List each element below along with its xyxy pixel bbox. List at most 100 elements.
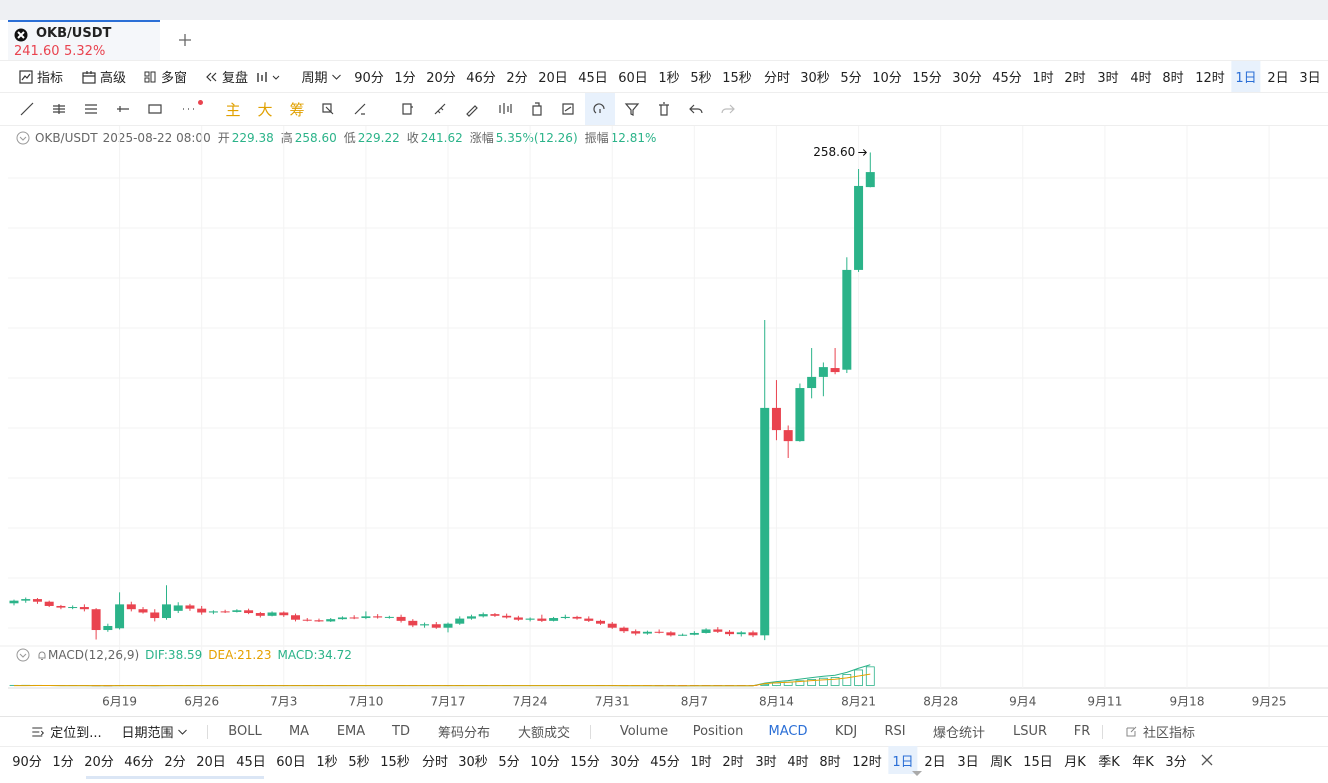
period-button[interactable]: 1秒 [658,71,680,86]
period-button[interactable]: 2时 [722,754,744,770]
period-button[interactable]: 月K [1064,754,1086,770]
period-button[interactable]: 20日 [196,754,226,770]
advanced-button[interactable]: 高级 [78,61,130,92]
period-button[interactable]: 5秒 [690,71,712,86]
period-button[interactable]: 20日 [538,71,568,86]
magnet-tool[interactable] [585,93,615,125]
note-tool[interactable] [553,93,583,125]
delete-tool[interactable] [649,93,679,125]
period-button[interactable]: 45分 [650,754,680,770]
period-button[interactable]: 2分 [506,71,528,86]
period-button[interactable]: 45分 [992,71,1022,86]
period-button[interactable]: 3日 [1299,71,1321,86]
period-button[interactable]: 季K [1098,754,1120,770]
indicators-button[interactable]: 指标 [15,61,67,92]
line-tool[interactable] [12,93,42,125]
period-button[interactable]: 4时 [1130,71,1152,86]
period-button[interactable]: 年K [1132,754,1154,770]
period-button[interactable]: 15秒 [380,754,410,770]
period-button[interactable]: 60日 [276,754,306,770]
tab[interactable]: OKB/USDT 241.60 5.32% [8,20,160,60]
multi-window-button[interactable]: 多窗 [139,61,191,92]
period-button[interactable]: 4时 [787,754,809,770]
date-range-button[interactable]: 日期范围 [117,717,192,746]
period-button[interactable]: 12时 [852,754,882,770]
period-button[interactable]: 5分 [840,71,862,86]
period-button[interactable]: 90分 [354,71,384,86]
period-button[interactable]: 46分 [124,754,154,770]
fib-tool[interactable] [76,93,106,125]
period-button[interactable]: 周期 [297,61,346,92]
period-button[interactable]: 15秒 [722,71,752,86]
indicator-button[interactable]: MA [288,724,310,739]
period-button[interactable]: 60日 [618,71,648,86]
undo-tool[interactable] [681,93,711,125]
ruler-tool[interactable] [425,93,455,125]
period-button[interactable]: 1时 [1032,71,1054,86]
period-button[interactable]: 1分 [394,71,416,86]
period-button[interactable]: 2日 [1267,71,1289,86]
period-button[interactable]: 8时 [819,754,841,770]
period-button[interactable]: 3日 [957,754,979,770]
indicator-button[interactable]: 大额成交 [517,726,571,741]
overlay-button[interactable]: 筹 [289,100,305,119]
alert-icon[interactable] [36,649,48,661]
period-button[interactable]: 分时 [763,71,791,86]
sub-indicator-button[interactable]: RSI [884,724,906,739]
period-button[interactable]: 2日 [924,754,946,770]
indicator-button[interactable]: TD [392,724,410,739]
sub-indicator-button[interactable]: 爆仓统计 [932,726,986,741]
period-button[interactable]: 1秒 [316,754,338,770]
period-button[interactable]: 90分 [12,754,42,770]
chart-type-button[interactable] [251,61,285,92]
add-tab[interactable] [178,33,192,47]
period-button[interactable]: 1日 [888,746,918,774]
period-button[interactable]: 45日 [578,71,608,86]
sub-indicator-button[interactable]: LSUR [1012,724,1048,739]
indicator-button[interactable]: EMA [336,724,366,739]
indicator-button[interactable]: 筹码分布 [437,726,491,741]
period-button[interactable]: 15日 [1023,754,1053,770]
period-button[interactable]: 46分 [466,71,496,86]
overlay-button[interactable]: 大 [257,100,273,119]
period-button[interactable]: 15分 [912,71,942,86]
lock-tool[interactable] [522,93,552,125]
sub-indicator-button[interactable]: FR [1073,724,1091,739]
sub-indicator-button[interactable]: Volume [619,724,669,739]
period-button[interactable]: 20分 [84,754,114,770]
period-button[interactable]: 1分 [52,754,74,770]
period-button[interactable]: 10分 [872,71,902,86]
period-button[interactable]: 2分 [164,754,186,770]
period-button[interactable]: 1日 [1231,61,1261,92]
rect-tool[interactable] [140,93,170,125]
period-button[interactable]: 30分 [952,71,982,86]
period-button[interactable]: 3时 [755,754,777,770]
more-tool[interactable] [173,93,203,125]
period-button[interactable]: 20分 [426,71,456,86]
period-button[interactable]: 5分 [498,754,520,770]
sync-tool[interactable] [313,93,343,125]
close-button[interactable] [1201,754,1213,766]
overlay-button[interactable]: 主 [225,100,241,119]
collapse-handle[interactable] [912,771,922,776]
collapse-icon[interactable] [16,131,30,145]
period-button[interactable]: 5秒 [348,754,370,770]
sub-indicator-button[interactable]: Position [692,724,744,739]
sub-indicator-button[interactable]: KDJ [834,724,858,739]
period-button[interactable]: 30秒 [458,754,488,770]
indicator-button[interactable]: BOLL [228,724,262,739]
period-button[interactable]: 12时 [1195,71,1225,86]
copy-tool[interactable] [393,93,423,125]
period-button[interactable]: 1时 [690,754,712,770]
period-button[interactable]: 周K [990,754,1012,770]
pen-tool[interactable] [457,93,487,125]
period-button[interactable]: 3时 [1097,71,1119,86]
period-button[interactable]: 8时 [1162,71,1184,86]
bars-tool[interactable] [490,93,520,125]
erase-tool[interactable] [345,93,375,125]
period-button[interactable]: 30分 [610,754,640,770]
parallel-tool[interactable] [44,93,74,125]
period-button[interactable]: 45日 [236,754,266,770]
period-button[interactable]: 3分 [1165,754,1187,770]
community-button[interactable]: 社区指标 [1121,717,1199,746]
